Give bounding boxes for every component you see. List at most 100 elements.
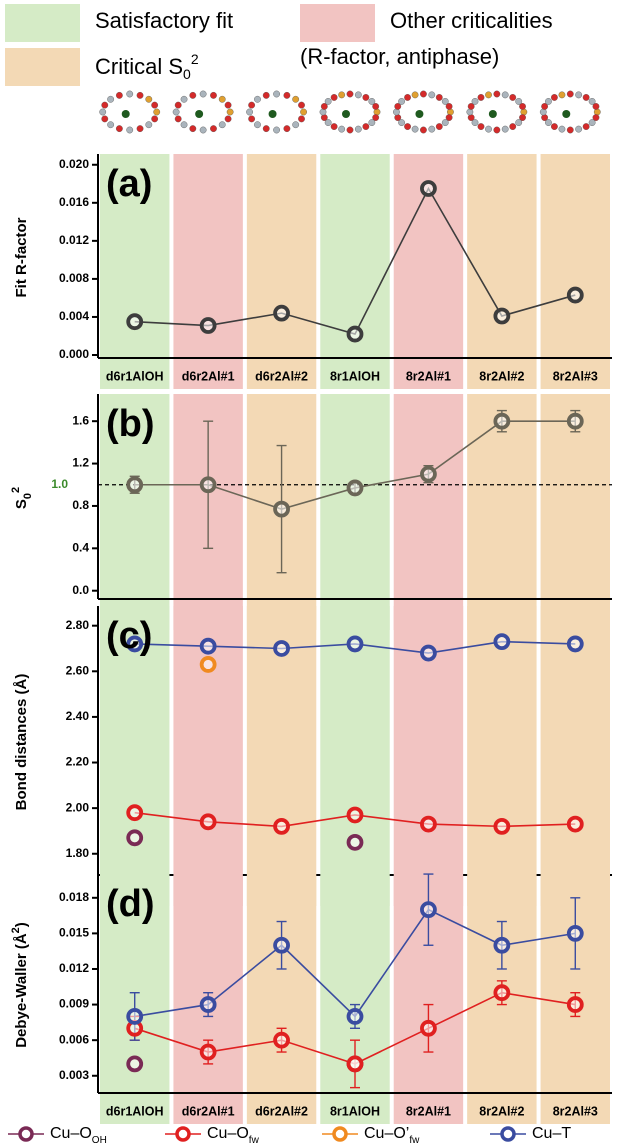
legend-swatch: [5, 48, 80, 86]
structure-atom: [338, 125, 346, 133]
legend-marker: [175, 1126, 191, 1142]
structure-atom: [180, 95, 188, 103]
structure-atom: [411, 91, 419, 99]
data-point: [420, 1019, 437, 1037]
structure-atom: [99, 108, 107, 116]
data-point: [420, 180, 437, 197]
legend-swatch: [300, 4, 375, 42]
y-axis-label-part: Debye-Waller (Å: [13, 933, 30, 1048]
x-tick-label: d6r2Al#2: [255, 369, 308, 383]
structure-atom: [420, 90, 427, 98]
legend-label: (R-factor, antiphase): [300, 44, 499, 69]
data-point: [346, 325, 364, 343]
data-point: [126, 1008, 144, 1025]
structure-atom: [398, 119, 405, 126]
legend-label: Cu–Ofw: [207, 1125, 260, 1145]
structure-atom: [471, 119, 479, 126]
structure-cu: [415, 110, 424, 118]
structure-atom: [435, 94, 443, 101]
category-band: [320, 154, 390, 389]
structure-atom: [101, 101, 109, 109]
data-point: [420, 465, 437, 483]
structure-atom: [174, 115, 182, 123]
y-tick-label: 1.2: [72, 456, 89, 470]
structure-atom: [592, 103, 600, 110]
data-point: [199, 656, 217, 673]
structure-atom: [441, 119, 449, 126]
structure-atom: [372, 103, 380, 110]
category-band: [246, 154, 317, 389]
structure-atom: [174, 101, 182, 109]
x-tick-label: 8r2Al#1: [406, 1104, 451, 1118]
x-tick-label: 8r1AlOH: [330, 1104, 380, 1118]
data-point: [346, 833, 364, 851]
data-point: [420, 644, 437, 662]
x-tick-label: 8r1AlOH: [330, 369, 380, 383]
category-band: [173, 606, 243, 906]
data-point: [126, 829, 144, 847]
structure-atom: [107, 121, 115, 129]
structure-atom: [224, 115, 232, 123]
data-point: [566, 996, 584, 1013]
category-band: [540, 394, 610, 630]
structure-atom: [445, 114, 453, 121]
y-tick-label: 2.00: [66, 800, 90, 814]
structure-atom: [477, 123, 485, 130]
structure-atom: [115, 125, 123, 133]
category-band: [320, 606, 390, 906]
structure-atom: [330, 123, 338, 130]
legend-label: Other criticalities: [390, 8, 553, 33]
structure-atom: [467, 103, 475, 110]
structure-atom: [248, 101, 256, 109]
data-point: [126, 635, 144, 653]
x-tick-label: 8r2Al#2: [479, 369, 524, 383]
structure-cu: [488, 110, 497, 118]
legend-label-part: fw: [249, 1135, 260, 1146]
structure-atom: [368, 119, 376, 126]
structure-atom: [346, 90, 354, 98]
structure-atom: [199, 126, 207, 134]
y-tick-label: 0.006: [59, 1032, 89, 1046]
y-tick-label: 0.015: [59, 926, 89, 940]
data-point: [493, 412, 511, 430]
category-band: [467, 606, 537, 906]
structure-atom: [224, 101, 232, 109]
x-tick-label: d6r1AlOH: [106, 369, 164, 383]
structure-atom: [404, 123, 411, 130]
category-band: [540, 154, 610, 389]
x-tick-label: d6r1AlOH: [106, 1104, 164, 1118]
data-point: [199, 476, 217, 494]
y-tick-label: 0.012: [59, 961, 89, 975]
y-axis-label: Debye-Waller (Å2): [10, 922, 30, 1048]
data-point: [566, 412, 584, 430]
y-tick-label: 0.4: [72, 540, 89, 554]
data-point: [346, 1055, 364, 1073]
y-tick-label: 0.004: [59, 309, 89, 323]
y-tick-label: 0.003: [59, 1068, 89, 1082]
structure-atom: [447, 108, 454, 116]
structure-atom: [324, 98, 332, 105]
structure-atom: [420, 126, 427, 134]
legend-label: Cu–OOH: [50, 1125, 107, 1145]
structure-cu: [268, 110, 277, 118]
structure-atom: [509, 94, 517, 101]
structure-atom: [471, 98, 479, 105]
structure-atom: [338, 91, 346, 99]
structure-atom: [477, 94, 485, 101]
structure-cu: [562, 110, 571, 118]
structure-atom: [501, 125, 509, 133]
structure-atom: [189, 125, 197, 133]
structure-atom: [558, 125, 566, 133]
structure-atom: [145, 95, 153, 103]
structure-atom: [151, 101, 159, 109]
y-tick-label: 0.018: [59, 890, 89, 904]
structure-atom: [319, 108, 327, 116]
reference-label: 1.0: [51, 477, 68, 491]
structure-atom: [515, 119, 523, 126]
category-band: [467, 154, 537, 389]
structure-atom: [466, 108, 474, 116]
category-band: [467, 394, 537, 630]
data-point: [493, 984, 511, 1002]
data-point: [273, 936, 290, 954]
structure-atom: [273, 126, 280, 134]
